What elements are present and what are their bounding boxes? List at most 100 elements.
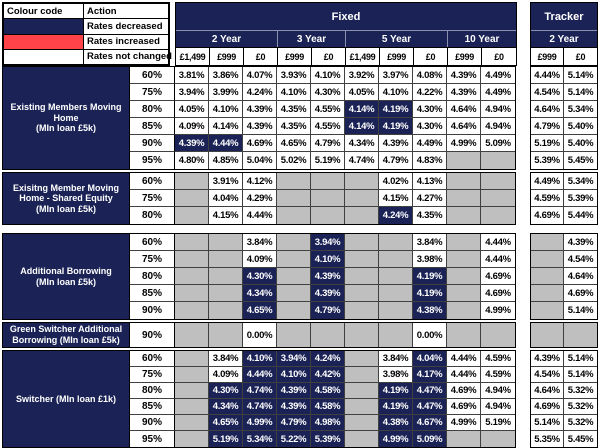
ltv-cell: 85%	[130, 285, 175, 302]
empty-cell	[311, 207, 345, 224]
colour-code-legend: Colour code Action Rates decreased Rates …	[2, 2, 172, 66]
rate-section: Switcher (MIn loan £1k) 60% 3.84% 4.10% 3.94…	[2, 350, 600, 448]
rate-cell: 4.19%	[413, 285, 447, 302]
ltv-cell: 75%	[130, 84, 175, 101]
year-header: 3 Year	[278, 31, 346, 47]
rate-cell: 4.10%	[379, 84, 413, 101]
fee-header: £999	[531, 47, 564, 65]
empty-cell	[277, 285, 311, 302]
empty-cell	[175, 431, 209, 447]
tracker-row: 5.35% 5.45%	[531, 431, 597, 447]
empty-cell	[447, 323, 481, 347]
tracker-rates-header: Tracker 2 Year £999 £0	[530, 2, 598, 66]
table-row: 75% 3.94% 3.99% 4.24% 4.10% 4.30% 4.05% 4.10% 4.…	[130, 84, 515, 101]
empty-cell	[481, 323, 515, 347]
rate-cell: 4.59%	[481, 351, 515, 367]
rate-cell: 4.79%	[379, 152, 413, 169]
rate-cell: 4.09%	[209, 367, 243, 383]
table-row: 95% 4.80% 4.85% 5.04% 5.02% 5.19% 4.74% 4.79% 4.…	[130, 152, 515, 169]
rate-cell: 4.10%	[311, 251, 345, 268]
section-label: Green Switcher Additional Borrowing (MIn…	[3, 323, 130, 347]
empty-cell	[345, 190, 379, 207]
rate-cell: 4.65%	[277, 135, 311, 152]
fee-header: £1,499	[176, 47, 210, 65]
empty-cell	[345, 351, 379, 367]
empty-cell	[175, 251, 209, 268]
empty-cell	[209, 302, 243, 319]
rate-cell: 5.19%	[311, 152, 345, 169]
tracker-row: 4.54% 5.14%	[531, 367, 597, 383]
empty-cell	[209, 234, 243, 251]
table-row: 85% 4.09% 4.14% 4.39% 4.35% 4.55% 4.14% 4.19% 4.…	[130, 118, 515, 135]
navy-swatch	[4, 19, 84, 34]
rate-cell: 4.19%	[413, 268, 447, 285]
section-tracker	[530, 322, 598, 348]
rate-cell: 5.32%	[564, 383, 597, 399]
rate-cell: 4.39%	[243, 118, 277, 135]
rate-cell: 5.45%	[564, 431, 597, 447]
section-tracker: 4.49% 5.34% 4.59% 5.39% 4.69% 5.44%	[530, 172, 598, 225]
rate-cell: 4.17%	[413, 367, 447, 383]
rate-cell: 4.34%	[345, 135, 379, 152]
empty-cell	[277, 207, 311, 224]
rate-cell: 3.93%	[277, 67, 311, 84]
legend-action-label: Rates not changed	[87, 51, 172, 63]
rate-cell: 5.32%	[564, 399, 597, 415]
rate-cell: 4.19%	[379, 399, 413, 415]
fee-header: £0	[244, 47, 278, 65]
rate-cell: 3.94%	[175, 84, 209, 101]
tracker-row: 4.49% 5.34%	[531, 173, 597, 190]
empty-cell	[209, 285, 243, 302]
rate-cell: 4.99%	[447, 135, 481, 152]
empty-cell	[379, 251, 413, 268]
rate-cell: 4.05%	[345, 84, 379, 101]
section-rows: 60% 3.81% 3.86% 4.07% 3.93% 4.10% 3.92% 3.97% 4.…	[130, 67, 515, 169]
rate-cell: 4.24%	[311, 351, 345, 367]
section-tracker: 4.44% 5.14% 4.54% 5.14% 4.64% 5.34% 4.79% 5.40%…	[530, 66, 598, 170]
rate-cell: 4.69%	[447, 399, 481, 415]
rate-cell: 4.39%	[531, 351, 564, 367]
rate-cell: 4.24%	[379, 207, 413, 224]
empty-cell	[175, 399, 209, 415]
rate-cell: 4.44%	[447, 367, 481, 383]
rate-cell: 4.09%	[243, 251, 277, 268]
ltv-cell: 75%	[130, 251, 175, 268]
rate-cell: 3.92%	[345, 67, 379, 84]
rate-cell: 4.64%	[531, 101, 564, 118]
section-subtitle: (MIn loan £5k)	[35, 123, 96, 134]
empty-cell	[277, 268, 311, 285]
rate-cell: 4.44%	[481, 251, 515, 268]
tracker-row: 5.14%	[531, 302, 597, 319]
section-tracker: 4.39% 4.54% 4.64% 4.69% 5.14%	[530, 233, 598, 320]
rate-cell: 4.14%	[345, 101, 379, 118]
rate-cell: 4.69%	[564, 285, 597, 302]
ltv-cell: 80%	[130, 207, 175, 224]
rate-cell: 4.69%	[447, 383, 481, 399]
tracker-row: 4.79% 5.40%	[531, 118, 597, 135]
fixed-fee-row: £1,499 £999 £0 £999 £0 £1,499 £999 £0 £999 £0	[176, 47, 516, 65]
rate-cell: 4.94%	[481, 383, 515, 399]
rate-cell: 4.94%	[481, 399, 515, 415]
section-subtitle: (MIn loan £5k)	[35, 276, 96, 287]
table-row: 90% 0.00% 0.00%	[130, 323, 515, 347]
empty-cell	[277, 251, 311, 268]
rate-cell: 4.79%	[311, 302, 345, 319]
table-row: 60% 3.84% 3.94% 3.84% 4.44%	[130, 234, 515, 251]
empty-cell	[345, 323, 379, 347]
rate-cell: 4.19%	[379, 118, 413, 135]
rate-cell: 4.09%	[175, 118, 209, 135]
ltv-cell: 80%	[130, 101, 175, 118]
empty-cell	[564, 323, 597, 347]
rate-cell: 4.38%	[379, 415, 413, 431]
rate-cell: 3.98%	[379, 367, 413, 383]
rate-cell: 5.09%	[481, 135, 515, 152]
tracker-banner: Tracker	[544, 10, 584, 23]
rate-cell: 4.07%	[243, 67, 277, 84]
rate-cell: 0.00%	[243, 323, 277, 347]
rate-section: Existing Members Moving Home (MIn loan £5…	[2, 66, 600, 170]
legend-col-header-colour: Colour code	[4, 4, 84, 19]
empty-cell	[277, 234, 311, 251]
fixed-banner: Fixed	[331, 10, 361, 23]
rate-cell: 4.64%	[447, 101, 481, 118]
empty-cell	[277, 173, 311, 190]
